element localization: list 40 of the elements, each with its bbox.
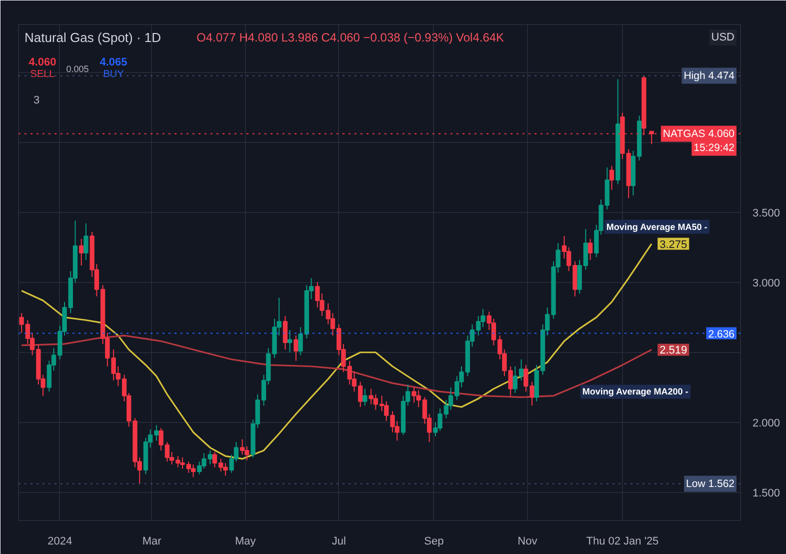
y-tick-label: 1.500 [752,487,780,500]
line-series [20,242,652,460]
y-tick-label: 3.500 [752,207,780,220]
text: O4.077 H4.080 L3.986 C4.060 −0.038 (−0.93%) Vol4.64K [196,30,504,44]
annotation: BUY [103,69,124,80]
ref-line-label: Low 1.562 [686,478,735,490]
y-tick-label: 3.000 [752,277,780,290]
candlestick [190,464,196,478]
line-series [20,334,652,398]
candlestick [84,222,88,260]
ref-line-label: 2.636 [708,328,735,340]
x-tick-label: May [234,536,256,548]
series-label: Moving Average MA50 - [606,222,708,232]
ref-line-label: NATGAS 4.060 15:29:42 [662,128,735,154]
chart-title: Natural Gas (Spot) · 1D [24,30,162,45]
data-label: 2.519 [660,344,688,357]
candlestick [240,438,245,456]
candlestick [282,315,288,350]
annotation: 0.005 [66,64,89,74]
candlestick [294,335,298,362]
x-tick-label: Jul [332,536,346,548]
data-label: 3.275 [660,238,688,251]
candlestick [287,329,292,353]
candlestick [362,388,368,406]
annotation: 4.065 [100,56,128,68]
y-tick-label: 2.000 [752,417,780,430]
series-label: Moving Average MA200 - [582,386,688,397]
y-axis-title: USD [711,32,735,44]
annotation: SELL [30,69,56,80]
x-tick-label: Nov [518,536,538,548]
candlestick [588,238,593,260]
ref-line-label: High 4.474 [684,70,735,82]
candlestick [609,166,614,190]
annotation: 4.060 [28,56,56,68]
x-tick-label: 2024 [48,536,72,548]
candlestick [79,238,84,266]
x-tick-label: Thu 02 Jan '25 [586,536,659,548]
annotation: 3 [33,94,40,106]
x-tick-label: Sep [424,536,444,548]
x-tick-label: Mar [142,536,162,548]
